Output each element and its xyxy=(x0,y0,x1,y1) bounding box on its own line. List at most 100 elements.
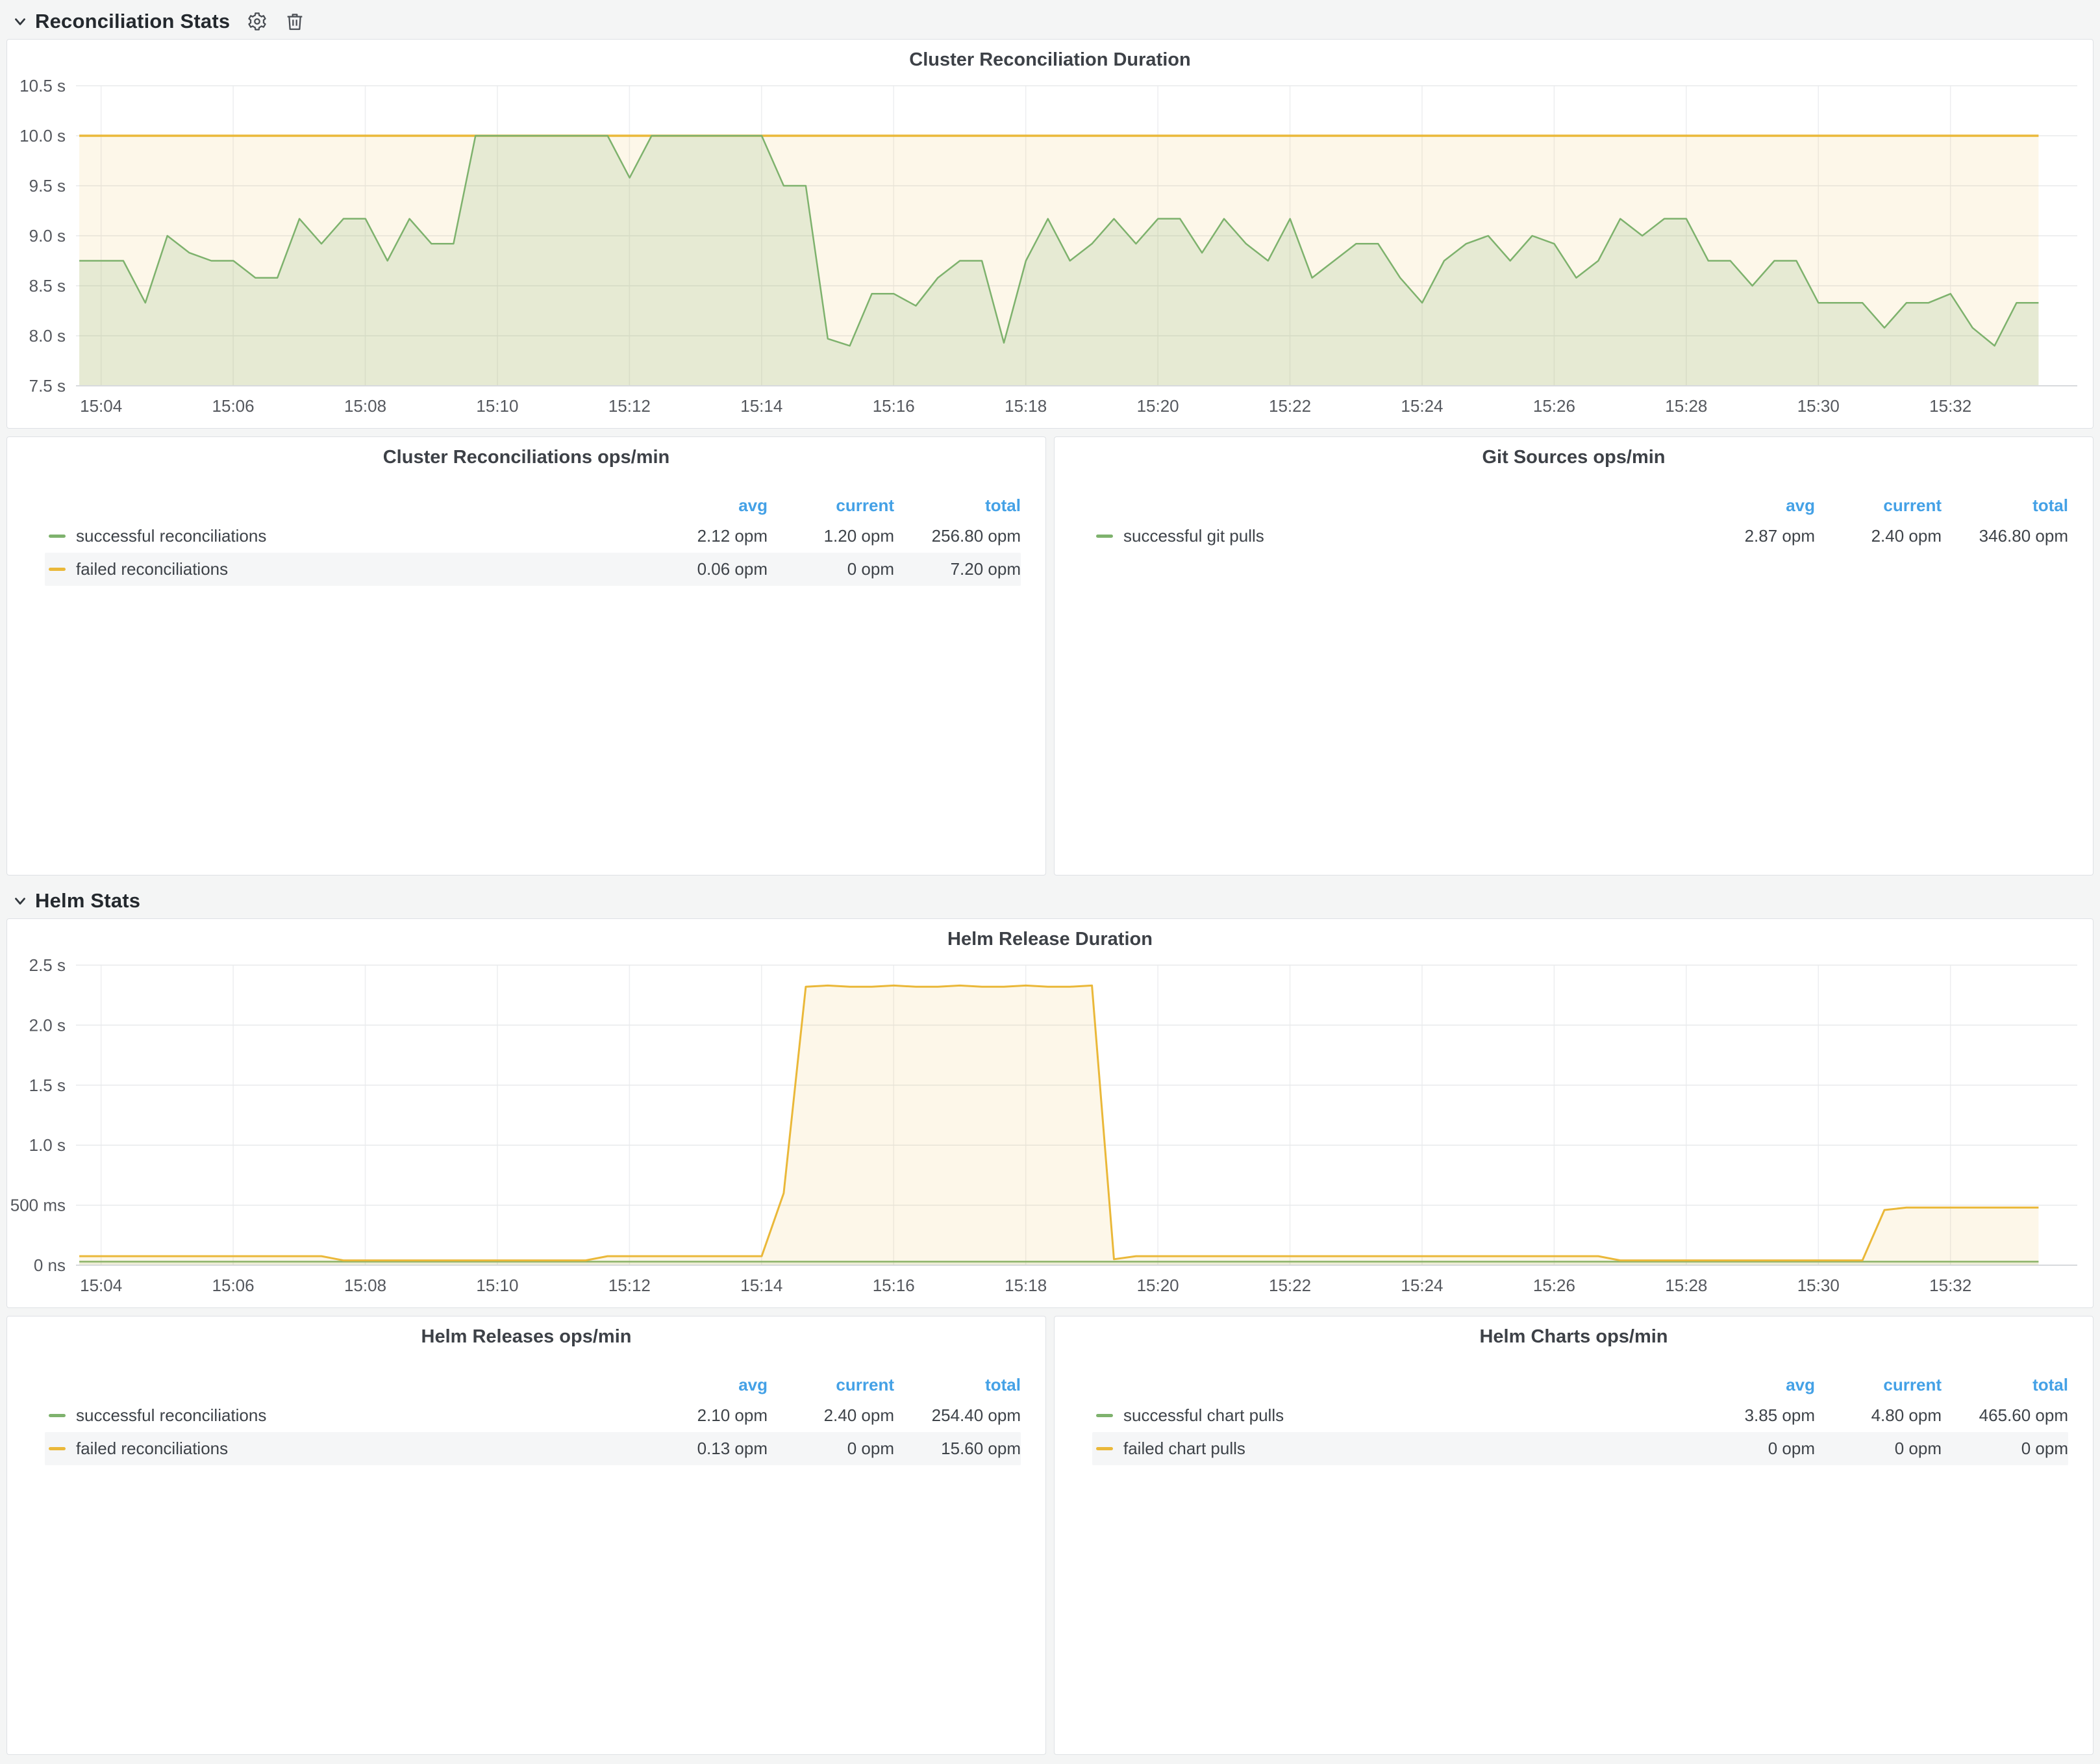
chart-canvas[interactable]: 15:04 15:06 15:08 15:10 15:12 15:14 15:16 15:18… xyxy=(7,75,2093,420)
legend-sort-total[interactable]: total xyxy=(985,1374,1021,1394)
x-axis-tick: 15:26 xyxy=(1533,396,1575,416)
panel-git-sources-ops: Git Sources ops/min 15:0515:1015:1515:20… xyxy=(1054,436,2094,876)
legend-sort-avg[interactable]: avg xyxy=(738,495,768,515)
x-axis-tick: 15:08 xyxy=(344,1276,386,1295)
legend-sort-current[interactable]: current xyxy=(836,495,894,515)
legend-value: 7.20 opm xyxy=(950,559,1021,579)
series-color-marker xyxy=(49,1447,66,1450)
x-axis-tick: 15:04 xyxy=(80,1276,122,1295)
x-axis-tick: 15:14 xyxy=(740,1276,782,1295)
series-color-marker xyxy=(1096,535,1113,538)
x-axis-tick: 15:12 xyxy=(608,396,651,416)
x-axis-tick: 15:06 xyxy=(212,1276,255,1295)
legend-sort-avg[interactable]: avg xyxy=(1786,1374,1815,1394)
legend-sort-current[interactable]: current xyxy=(1883,495,1942,515)
row-header-reconciliation-stats[interactable]: Reconciliation Stats xyxy=(6,4,2094,39)
section-title[interactable]: Helm Stats xyxy=(35,889,141,912)
legend-value: 2.40 opm xyxy=(1871,526,1942,546)
legend-sort-avg[interactable]: avg xyxy=(738,1374,768,1394)
series-label[interactable]: failed chart pulls xyxy=(1123,1439,1245,1458)
y-axis-tick: 1.5 s xyxy=(29,1076,66,1095)
x-axis-tick: 15:04 xyxy=(80,396,122,416)
legend-value: 254.40 opm xyxy=(931,1405,1021,1425)
panel-title[interactable]: Git Sources ops/min xyxy=(1482,447,1666,468)
panel-helm-release-duration: Helm Release Duration 15:04 15:06 15:08 15:… xyxy=(6,918,2094,1308)
gear-icon[interactable] xyxy=(247,11,268,32)
legend-row[interactable]: successful reconciliations 2.10 opm 2.40 o… xyxy=(45,1399,1021,1432)
legend-value: 4.80 opm xyxy=(1871,1405,1942,1425)
y-axis-tick: 9.0 s xyxy=(29,226,66,246)
chevron-down-icon[interactable] xyxy=(12,13,29,30)
panel-title[interactable]: Cluster Reconciliations ops/min xyxy=(382,447,670,468)
chart-helm-release-duration[interactable]: 15:04 15:06 15:08 15:10 15:12 15:14 15:16 15:18… xyxy=(7,955,2093,1299)
legend-row[interactable]: failed reconciliations 0.06 opm 0 opm 7.20 … xyxy=(45,553,1021,586)
legend-value: 0 opm xyxy=(1768,1439,1815,1458)
series-label[interactable]: successful reconciliations xyxy=(76,526,267,546)
legend-header: avg current total xyxy=(45,491,1021,520)
x-axis-tick: 15:30 xyxy=(1797,1276,1840,1295)
series-color-marker xyxy=(1096,1447,1113,1450)
legend-helm-releases: avg current total successful reconciliation… xyxy=(7,1364,1045,1465)
series-line xyxy=(79,984,2039,1262)
y-axis-tick: 10.0 s xyxy=(19,126,66,145)
legend-value: 2.87 opm xyxy=(1744,526,1815,546)
chart-canvas[interactable]: 15:04 15:06 15:08 15:10 15:12 15:14 15:16 15:18… xyxy=(7,955,2093,1299)
x-axis-tick: 15:06 xyxy=(212,396,255,416)
legend-row[interactable]: failed reconciliations 0.13 opm 0 opm 15.60… xyxy=(45,1432,1021,1465)
legend-header: avg current total xyxy=(45,1370,1021,1399)
dashboard-row-2: Cluster Reconciliations ops/min 15:0515:… xyxy=(6,436,2094,876)
x-axis-tick: 15:22 xyxy=(1269,396,1311,416)
panel-title[interactable]: Cluster Reconciliation Duration xyxy=(909,49,1191,70)
trash-icon[interactable] xyxy=(284,11,305,32)
series-line xyxy=(79,134,2039,347)
legend-row[interactable]: failed chart pulls 0 opm 0 opm 0 opm xyxy=(1092,1432,2068,1465)
dashboard-row-1: Cluster Reconciliation Duration 15:04 15:… xyxy=(6,39,2094,429)
series-label[interactable]: successful reconciliations xyxy=(76,1405,267,1425)
legend-row[interactable]: successful chart pulls 3.85 opm 4.80 opm 46… xyxy=(1092,1399,2068,1432)
series-label[interactable]: successful git pulls xyxy=(1123,526,1264,546)
legend-sort-total[interactable]: total xyxy=(2032,495,2068,515)
x-axis-tick: 15:32 xyxy=(1929,1276,1971,1295)
legend-value: 0 opm xyxy=(2021,1439,2068,1458)
legend-sort-current[interactable]: current xyxy=(1883,1374,1942,1394)
legend-row[interactable]: successful reconciliations 2.12 opm 1.20 o… xyxy=(45,520,1021,553)
section-title[interactable]: Reconciliation Stats xyxy=(35,10,231,32)
y-axis-tick: 2.0 s xyxy=(29,1015,66,1035)
legend-value: 346.80 opm xyxy=(1979,526,2068,546)
chart-cluster-reconciliation-duration[interactable]: 15:04 15:06 15:08 15:10 15:12 15:14 15:16 15:18… xyxy=(7,75,2093,420)
y-axis-tick: 8.0 s xyxy=(29,326,66,346)
legend-sort-avg[interactable]: avg xyxy=(1786,495,1815,515)
legend-value: 2.10 opm xyxy=(697,1405,768,1425)
x-axis-tick: 15:20 xyxy=(1137,1276,1179,1295)
x-axis-tick: 15:12 xyxy=(608,1276,651,1295)
legend-sort-total[interactable]: total xyxy=(985,495,1021,515)
y-axis-tick: 7.5 s xyxy=(29,376,66,396)
y-axis-tick: 1.0 s xyxy=(29,1135,66,1155)
x-axis-tick: 15:22 xyxy=(1269,1276,1311,1295)
x-axis-tick: 15:32 xyxy=(1929,396,1971,416)
chevron-down-icon[interactable] xyxy=(12,892,29,909)
row-header-helm-stats[interactable]: Helm Stats xyxy=(6,883,2094,918)
legend-row[interactable]: successful git pulls 2.87 opm 2.40 opm 346.… xyxy=(1092,520,2068,553)
legend-sort-current[interactable]: current xyxy=(836,1374,894,1394)
panel-title[interactable]: Helm Charts ops/min xyxy=(1479,1326,1668,1347)
series-fill xyxy=(79,136,2039,386)
series-fill xyxy=(79,1261,2039,1265)
panel-helm-releases-ops: Helm Releases ops/min 15:0515:1015:1515:… xyxy=(6,1316,1046,1755)
legend-sort-total[interactable]: total xyxy=(2032,1374,2068,1394)
legend-value: 15.60 opm xyxy=(941,1439,1021,1458)
panel-title[interactable]: Helm Release Duration xyxy=(947,929,1153,950)
x-axis-tick: 15:10 xyxy=(476,1276,518,1295)
panel-title[interactable]: Helm Releases ops/min xyxy=(421,1326,632,1347)
series-color-marker xyxy=(49,568,66,571)
series-label[interactable]: successful chart pulls xyxy=(1123,1405,1284,1425)
dashboard-row-3: Helm Release Duration 15:04 15:06 15:08 15:… xyxy=(6,918,2094,1308)
series-label[interactable]: failed reconciliations xyxy=(76,1439,229,1458)
series-label[interactable]: failed reconciliations xyxy=(76,559,229,579)
x-axis-tick: 15:14 xyxy=(740,396,782,416)
